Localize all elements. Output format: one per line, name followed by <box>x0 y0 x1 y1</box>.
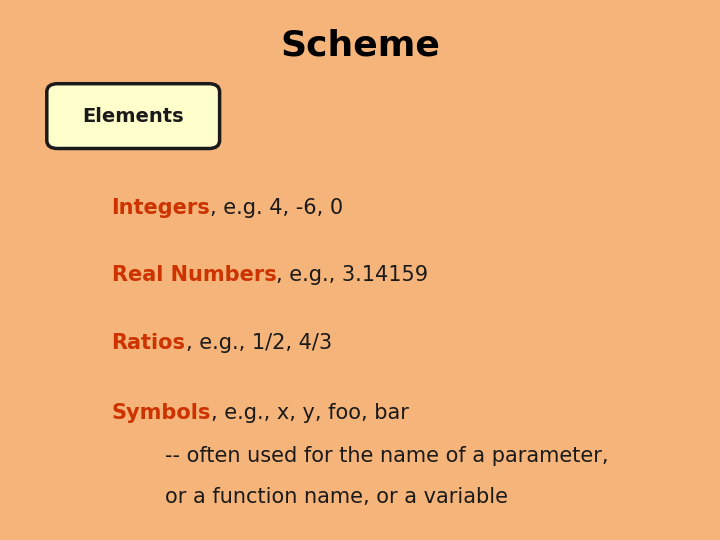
Text: Elements: Elements <box>82 106 184 126</box>
Text: , e.g. 4, -6, 0: , e.g. 4, -6, 0 <box>210 198 343 218</box>
Text: or a function name, or a variable: or a function name, or a variable <box>112 487 508 507</box>
FancyBboxPatch shape <box>47 84 220 148</box>
Text: Integers: Integers <box>112 198 210 218</box>
Text: -- often used for the name of a parameter,: -- often used for the name of a paramete… <box>112 446 608 467</box>
Text: Scheme: Scheme <box>280 29 440 63</box>
Text: Symbols: Symbols <box>112 403 211 423</box>
Text: Real Numbers: Real Numbers <box>112 265 276 286</box>
Text: , e.g., x, y, foo, bar: , e.g., x, y, foo, bar <box>211 403 409 423</box>
Text: , e.g., 1/2, 4/3: , e.g., 1/2, 4/3 <box>186 333 332 353</box>
Text: Ratios: Ratios <box>112 333 186 353</box>
Text: , e.g., 3.14159: , e.g., 3.14159 <box>276 265 428 286</box>
